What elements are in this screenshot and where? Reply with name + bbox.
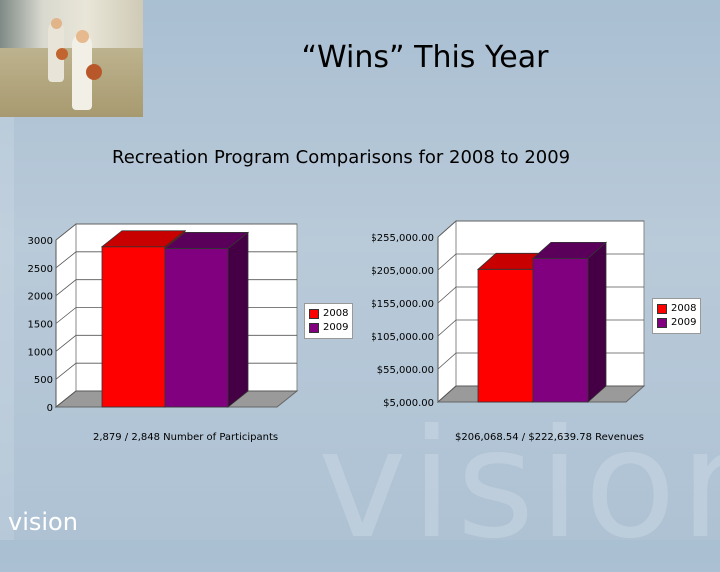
y-tick-label: 1500: [28, 320, 53, 331]
basketball: [86, 64, 102, 80]
y-tick-label: 2500: [28, 264, 53, 275]
bar-2009-side: [587, 241, 607, 403]
decorative-stripe: [0, 117, 14, 540]
bar-2009-top: [531, 241, 608, 259]
child-figure: [72, 34, 92, 110]
y-tick-label: $5,000.00: [383, 398, 434, 409]
basketball-photo: [0, 0, 143, 117]
y-tick-label: $105,000.00: [372, 332, 434, 343]
bar-2008-top: [100, 230, 187, 248]
bar-2009-side: [227, 231, 249, 408]
vision-logo: vision: [8, 508, 78, 536]
y-tick-label: 2000: [28, 292, 53, 303]
legend-swatch-2009: [309, 323, 319, 333]
gym-wall: [0, 0, 143, 48]
legend-swatch-2009: [657, 318, 667, 328]
y-tick-label: $155,000.00: [372, 299, 434, 310]
revenues-chart: $5,000.00 $55,000.00 $105,000.00 $155,000.0…: [372, 219, 646, 409]
revenues-legend: 2008 2009: [652, 298, 702, 334]
y-tick-label: 0: [47, 403, 53, 414]
legend-label-2008: 2008: [671, 303, 697, 314]
y-tick-label: 3000: [28, 236, 53, 247]
legend-label-2009: 2009: [323, 322, 349, 333]
chart-side-wall: [437, 219, 457, 404]
bar-2009-top: [163, 232, 250, 249]
revenues-caption: $206,068.54 / $222,639.78 Revenues: [455, 432, 644, 443]
slide-title: “Wins” This Year: [301, 40, 549, 75]
child-head: [76, 30, 89, 43]
legend-swatch-2008: [657, 304, 667, 314]
legend-item-2009: 2009: [657, 316, 696, 330]
vision-watermark: vision: [318, 398, 720, 572]
legend-label-2008: 2008: [323, 308, 349, 319]
bar-2008-front: [101, 246, 166, 408]
gridline: [55, 223, 297, 241]
basketball: [56, 48, 68, 60]
bar-2009-front: [532, 257, 589, 403]
bar-2009-front: [164, 248, 229, 408]
participants-caption: 2,879 / 2,848 Number of Participants: [93, 432, 279, 443]
participants-chart: 0 500 1000 1500 2000 2500 3000: [28, 222, 299, 414]
legend-label-2009: 2009: [671, 317, 697, 328]
y-tick-label: $205,000.00: [372, 266, 434, 277]
bar-2008-front: [477, 268, 534, 403]
slide-subtitle: Recreation Program Comparisons for 2008 …: [112, 147, 571, 168]
participants-legend: 2008 2009: [304, 303, 354, 339]
y-tick-label: $55,000.00: [377, 365, 434, 376]
legend-item-2008: 2008: [657, 302, 696, 316]
legend-swatch-2008: [309, 309, 319, 319]
gridline: [437, 220, 644, 238]
y-tick-label: 1000: [28, 347, 53, 358]
legend-item-2008: 2008: [309, 307, 348, 321]
y-tick-label: 500: [34, 375, 53, 386]
child-head: [51, 18, 62, 29]
legend-item-2009: 2009: [309, 321, 348, 335]
y-tick-label: $255,000.00: [372, 233, 434, 244]
